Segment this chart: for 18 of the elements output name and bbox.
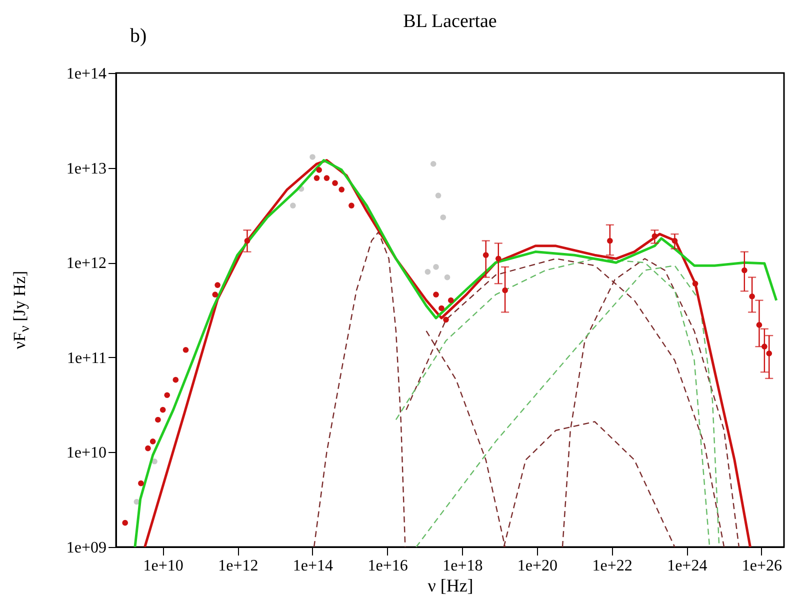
x-tick-label: 1e+20 bbox=[517, 558, 558, 574]
y-tick-label: 1e+14 bbox=[66, 66, 106, 82]
chart-title: BL Lacertae bbox=[403, 11, 497, 32]
y-tick-label: 1e+13 bbox=[66, 160, 106, 178]
x-axis-title: ν [Hz] bbox=[428, 576, 474, 596]
x-tick-label: 1e+14 bbox=[292, 558, 334, 574]
x-tick-label: 1e+18 bbox=[442, 558, 483, 574]
y-tick-label: 1e+11 bbox=[66, 350, 106, 367]
x-tick-label: 1e+22 bbox=[592, 558, 632, 574]
x-tick-label: 1e+12 bbox=[218, 558, 258, 574]
x-tick-label: 1e+10 bbox=[143, 558, 184, 574]
x-tick-label: 1e+16 bbox=[368, 558, 408, 574]
x-tick-label: 1e+26 bbox=[742, 558, 782, 574]
text: b) bbox=[130, 25, 147, 48]
x-tick-label: 1e+24 bbox=[667, 558, 708, 574]
y-tick-label: 1e+09 bbox=[66, 540, 106, 556]
y-tick-label: 1e+12 bbox=[66, 255, 106, 272]
y-tick-label: 1e+10 bbox=[66, 444, 106, 462]
